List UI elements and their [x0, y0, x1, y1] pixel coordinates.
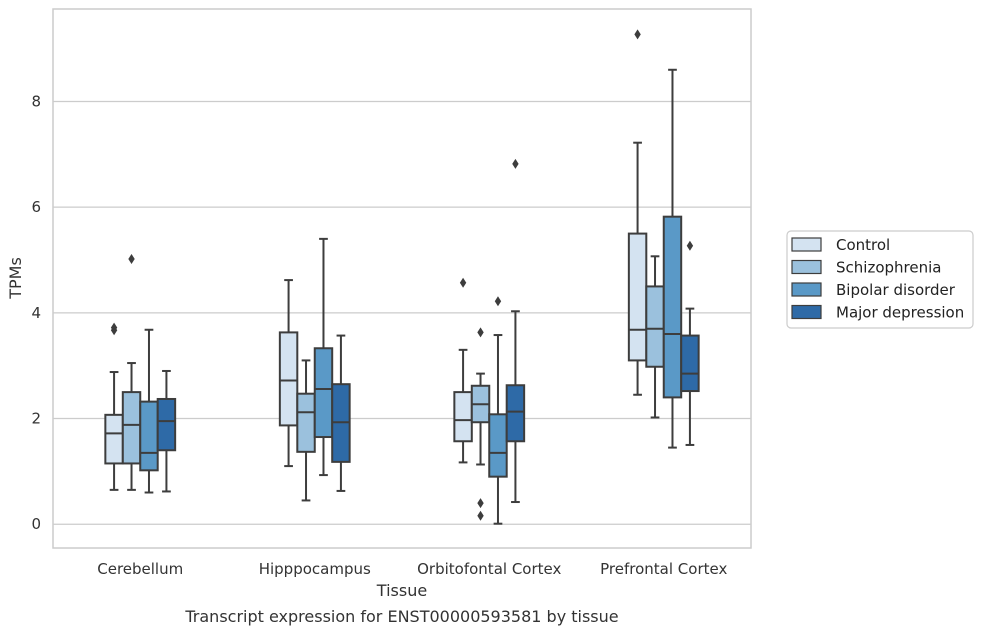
- box-iqr: [156, 397, 177, 452]
- y-tick-label: 8: [31, 92, 41, 110]
- chart-caption: Transcript expression for ENST0000059358…: [184, 607, 618, 626]
- plot-frame: [52, 8, 752, 549]
- box-control: [627, 29, 648, 396]
- box-bipolar-disorder: [662, 68, 683, 449]
- outlier-point: [512, 158, 519, 169]
- y-tick-label: 0: [31, 515, 41, 533]
- box-iqr: [313, 347, 334, 439]
- legend-label: Major depression: [836, 304, 964, 322]
- legend-label: Control: [836, 236, 890, 254]
- legend-box: [786, 230, 974, 329]
- box-bipolar-disorder: [313, 237, 334, 477]
- outlier-point: [459, 277, 467, 288]
- box-bipolar-disorder: [488, 296, 508, 525]
- outlier-point: [128, 253, 135, 264]
- box-iqr: [296, 392, 316, 453]
- box-iqr: [139, 400, 159, 472]
- box-major-depression: [680, 240, 700, 446]
- y-tick-label: 4: [31, 304, 41, 322]
- legend-swatch: [791, 259, 822, 275]
- x-tick-label: Prefrontal Cortex: [600, 560, 727, 578]
- outlier-point: [494, 296, 502, 307]
- box-iqr: [627, 232, 648, 362]
- outlier-point: [634, 29, 641, 40]
- box-iqr: [645, 285, 665, 368]
- box-schizophrenia: [645, 255, 665, 419]
- outlier-point: [477, 327, 484, 338]
- box-iqr: [488, 413, 508, 478]
- box-iqr: [680, 334, 700, 393]
- outlier-point: [686, 240, 694, 251]
- box-schizophrenia: [296, 359, 316, 502]
- x-tick-label: Orbitofontal Cortex: [417, 560, 561, 578]
- outlier-point: [477, 498, 484, 509]
- box-iqr: [453, 391, 473, 443]
- legend-swatch: [791, 304, 822, 320]
- box-major-depression: [331, 334, 351, 492]
- legend-label: Schizophrenia: [836, 259, 941, 277]
- box-control: [453, 277, 473, 464]
- y-axis-label: TPMs: [6, 257, 25, 300]
- box-bipolar-disorder: [139, 328, 159, 494]
- x-tick-label: Hipppocampus: [259, 560, 371, 578]
- box-iqr: [505, 384, 526, 443]
- x-axis-ticks: Cerebellum Hipppocampus Orbitofontal Corte…: [97, 560, 727, 578]
- outlier-point: [477, 510, 484, 521]
- box-iqr: [278, 331, 299, 427]
- box-iqr: [104, 413, 124, 465]
- box-control: [278, 279, 299, 468]
- box-iqr: [662, 215, 683, 399]
- x-axis-label: Tissue: [376, 581, 427, 600]
- x-tick-label: Cerebellum: [97, 560, 183, 578]
- box-major-depression: [156, 369, 177, 493]
- y-tick-label: 6: [31, 198, 41, 216]
- y-tick-label: 2: [31, 410, 41, 428]
- legend-label: Bipolar disorder: [836, 281, 956, 299]
- legend-swatch: [791, 282, 822, 297]
- box-schizophrenia: [470, 327, 491, 521]
- legend-swatch: [791, 237, 822, 252]
- y-axis-ticks: 0 2 4 6 8: [31, 92, 41, 533]
- legend: Control Schizophrenia Bipolar disorder Majo…: [786, 230, 974, 329]
- box-control: [104, 322, 124, 491]
- box-schizophrenia: [121, 253, 142, 491]
- box-plot-area: [104, 29, 700, 525]
- box-major-depression: [505, 158, 526, 504]
- box-iqr: [121, 391, 142, 465]
- outlier-point: [110, 322, 118, 333]
